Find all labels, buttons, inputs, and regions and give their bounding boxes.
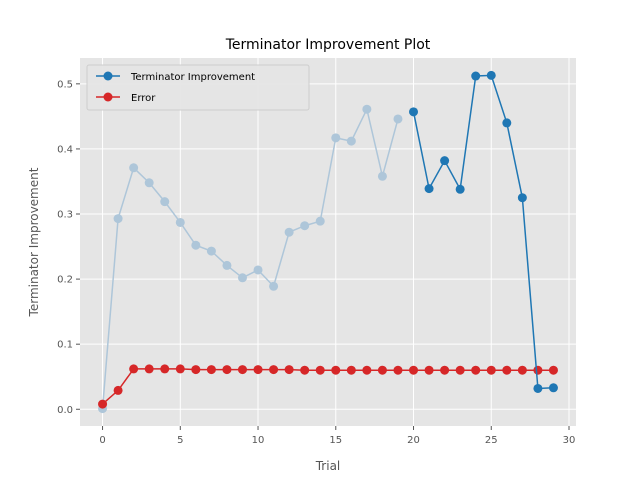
x-tick-label: 15 — [329, 435, 342, 446]
error-point — [98, 399, 108, 409]
error-point — [160, 364, 170, 374]
error-point — [129, 364, 139, 374]
terminator-improvement-point — [409, 107, 419, 117]
y-tick-label: 0.5 — [57, 79, 73, 90]
error-point — [548, 365, 558, 375]
y-tick-label: 0.2 — [57, 275, 73, 286]
terminator-improvement-point — [440, 156, 450, 166]
y-axis-label: Terminator Improvement — [27, 167, 41, 317]
error-point — [362, 365, 372, 375]
error-point — [331, 365, 341, 375]
error-point — [175, 364, 185, 374]
terminator-improvement-faded-point — [206, 246, 216, 256]
y-tick-label: 0.0 — [57, 405, 73, 416]
terminator-improvement-point — [424, 184, 434, 194]
chart-title: Terminator Improvement Plot — [225, 37, 431, 53]
y-axis-ticks: 0.0 0.1 0.2 0.3 0.4 0.5 — [57, 79, 80, 416]
terminator-improvement-point — [471, 71, 481, 81]
error-point — [144, 364, 154, 374]
terminator-improvement-faded-point — [331, 133, 341, 143]
error-point — [424, 365, 434, 375]
legend: Terminator Improvement Error — [86, 64, 310, 111]
error-point — [502, 365, 512, 375]
terminator-improvement-faded-point — [362, 104, 372, 114]
x-tick-label: 20 — [407, 435, 420, 446]
error-point — [253, 365, 263, 375]
terminator-improvement-faded-point — [175, 217, 185, 227]
legend-box — [86, 64, 310, 111]
series-layer — [98, 70, 558, 414]
legend-marker-terminator-improvement — [103, 71, 113, 81]
error-point — [455, 365, 465, 375]
error-point — [517, 365, 527, 375]
x-tick-label: 25 — [485, 435, 498, 446]
terminator-improvement-point — [548, 383, 558, 393]
terminator-improvement-line — [412, 74, 554, 390]
y-tick-label: 0.1 — [57, 340, 73, 351]
terminator-improvement-faded-point — [269, 281, 279, 291]
terminator-improvement-faded-point — [113, 214, 123, 224]
error-point — [237, 365, 247, 375]
terminator-improvement-faded-point — [129, 163, 139, 173]
x-axis-label: Trial — [315, 459, 341, 473]
y-tick-label: 0.3 — [57, 210, 73, 221]
terminator-improvement-point — [533, 383, 543, 393]
terminator-improvement-point — [502, 118, 512, 128]
terminator-improvement-faded-point — [284, 227, 294, 237]
error-point — [471, 365, 481, 375]
error-point — [393, 365, 403, 375]
terminator-improvement-point — [486, 70, 496, 80]
error-point — [222, 365, 232, 375]
error-point — [191, 365, 201, 375]
terminator-improvement-faded-point — [346, 136, 356, 146]
error-point — [113, 385, 123, 395]
error-point — [409, 365, 419, 375]
error-point — [486, 365, 496, 375]
terminator-improvement-faded-point — [377, 171, 387, 181]
terminator-improvement-faded-point — [253, 265, 263, 275]
terminator-improvement-faded-point — [160, 197, 170, 207]
terminator-improvement-faded-point — [222, 260, 232, 270]
terminator-improvement-faded-point — [144, 178, 154, 188]
terminator-improvement-point — [517, 193, 527, 203]
terminator-improvement-faded-point — [393, 114, 403, 124]
x-tick-label: 10 — [252, 435, 265, 446]
legend-label-error: Error — [131, 93, 156, 104]
error-point — [284, 365, 294, 375]
error-point — [346, 365, 356, 375]
y-tick-label: 0.4 — [57, 144, 73, 155]
error-point — [377, 365, 387, 375]
terminator-improvement-faded-point — [237, 273, 247, 283]
terminator-improvement-faded-point — [300, 221, 310, 231]
x-tick-label: 5 — [177, 435, 183, 446]
error-point — [269, 365, 279, 375]
legend-label-terminator-improvement: Terminator Improvement — [130, 72, 255, 83]
legend-marker-error — [103, 92, 113, 102]
error-point — [440, 365, 450, 375]
x-tick-label: 0 — [99, 435, 105, 446]
terminator-improvement-faded-point — [191, 240, 201, 250]
error-point — [315, 365, 325, 375]
terminator-improvement-point — [455, 184, 465, 194]
plot-area — [80, 58, 576, 426]
terminator-improvement-faded-point — [315, 216, 325, 226]
x-tick-label: 30 — [563, 435, 576, 446]
error-point — [206, 365, 216, 375]
x-axis-ticks: 0 5 10 15 20 25 30 — [99, 426, 575, 446]
error-point — [300, 365, 310, 375]
error-point — [533, 365, 543, 375]
